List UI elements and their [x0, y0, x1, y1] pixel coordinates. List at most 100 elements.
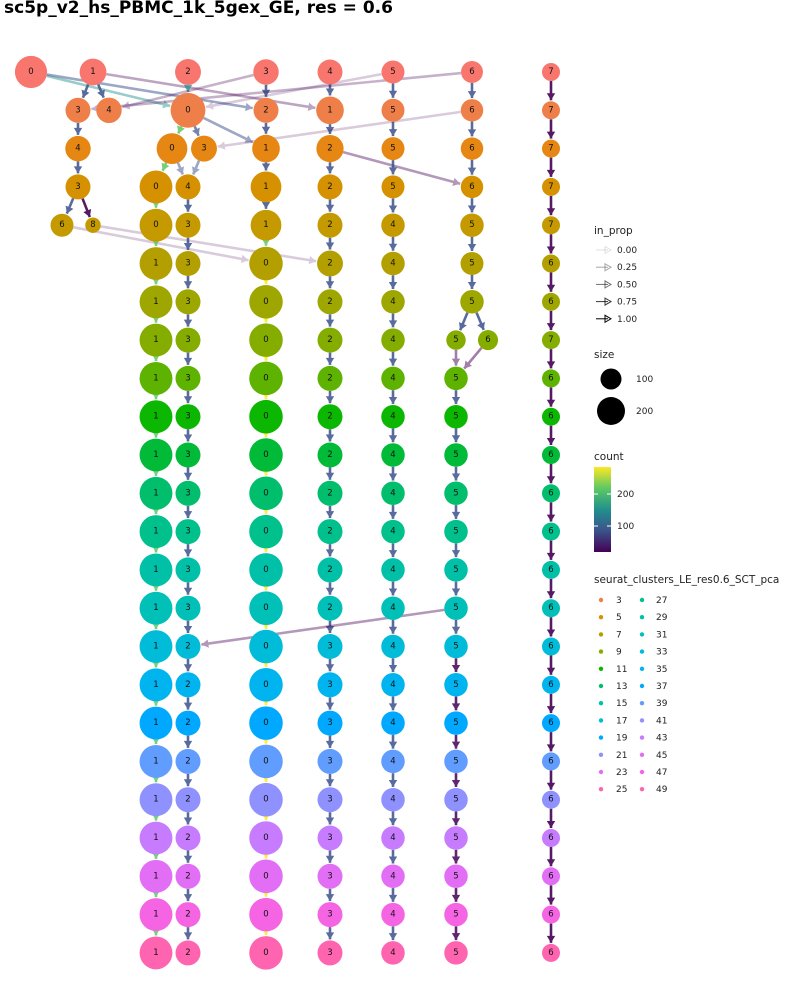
cluster-node-circle	[139, 515, 173, 549]
edge	[388, 811, 398, 826]
edge	[451, 581, 461, 596]
cluster-node-circle	[381, 902, 405, 927]
cluster-node: 3	[175, 365, 201, 391]
cluster-node-circle	[381, 175, 405, 199]
chart-title: sc5p_v2_hs_PBMC_1k_5gex_GE, res = 0.6	[4, 0, 393, 18]
cluster-node-circle	[446, 330, 466, 350]
cluster-node-label: 4	[390, 948, 395, 958]
edge	[261, 162, 271, 171]
cluster-node-circle	[175, 748, 201, 774]
cluster-node: 6	[541, 292, 561, 311]
cluster-node-label: 7	[548, 105, 553, 115]
cluster-node-label: 6	[548, 642, 553, 652]
cluster-node-circle	[175, 289, 201, 315]
legend-in-prop-item: 0.25	[596, 262, 637, 273]
edge	[183, 773, 193, 787]
cluster-node-circle	[175, 365, 201, 391]
cluster-node: 5	[460, 252, 484, 275]
cluster-node-circle	[249, 361, 283, 396]
legend-cluster-item: 25	[598, 785, 627, 795]
cluster-node-label: 5	[453, 756, 458, 766]
cluster-node-circle	[444, 864, 468, 889]
legend-in-prop-item: 0.50	[596, 280, 637, 290]
cluster-node: 3	[175, 289, 201, 315]
cluster-node-label: 6	[548, 871, 553, 881]
cluster-node-circle	[541, 599, 561, 618]
cluster-node-label: 2	[327, 335, 332, 345]
edge	[46, 73, 253, 112]
edge	[325, 390, 335, 404]
cluster-node: 2	[317, 174, 343, 200]
cluster-node-label: 3	[327, 642, 332, 652]
edge	[388, 236, 398, 251]
cluster-node: 3	[65, 174, 91, 200]
legend-cluster-item: 35	[639, 665, 667, 675]
cluster-node-label: 6	[59, 220, 64, 230]
legend-cluster-item: 29	[639, 613, 668, 623]
cluster-node-label: 0	[263, 603, 268, 613]
cluster-node-label: 6	[548, 412, 553, 422]
cluster-node-label: 0	[263, 297, 268, 307]
cluster-node-circle	[541, 752, 561, 771]
cluster-node: 2	[317, 365, 343, 391]
cluster-node-label: 0	[153, 182, 158, 192]
cluster-node-circle	[317, 327, 343, 353]
cluster-node: 7	[541, 331, 561, 350]
cluster-node-label: 4	[390, 795, 395, 805]
cluster-node-circle	[317, 940, 343, 966]
cluster-node-label: 4	[390, 603, 395, 613]
cluster-node-label: 5	[390, 105, 395, 115]
cluster-node-circle	[460, 175, 484, 199]
cluster-node: 4	[381, 251, 405, 276]
cluster-node: 1	[139, 323, 173, 357]
cluster-node-label: 6	[548, 680, 553, 690]
cluster-node: 6	[541, 828, 561, 848]
cluster-node-label: 1	[153, 795, 158, 805]
cluster-node-circle	[381, 673, 405, 697]
cluster-node-circle	[317, 480, 343, 506]
cluster-node-circle	[139, 668, 173, 702]
cluster-node: 2	[317, 250, 343, 277]
cluster-node-circle	[541, 254, 561, 273]
cluster-node: 0	[249, 897, 283, 932]
cluster-node: 1	[139, 630, 173, 663]
edge	[192, 125, 200, 137]
legend-cluster-label: 11	[616, 665, 627, 675]
cluster-node-label: 1	[153, 756, 158, 766]
cluster-node-circle	[460, 252, 484, 275]
cluster-node: 5	[381, 60, 405, 84]
cluster-node-circle	[249, 553, 283, 587]
cluster-node-circle	[249, 476, 283, 511]
cluster-node-label: 2	[327, 527, 332, 537]
cluster-node-label: 7	[548, 335, 553, 345]
cluster-node-label: 2	[185, 718, 190, 728]
cluster-node: 1	[139, 744, 173, 778]
legend-cluster-label: 39	[656, 699, 668, 709]
cluster-node: 5	[444, 404, 468, 429]
edge	[546, 81, 556, 101]
edge	[73, 226, 249, 264]
edge	[100, 225, 317, 265]
cluster-node-circle	[139, 476, 173, 510]
cluster-node-circle	[541, 790, 561, 809]
cluster-node-label: 2	[185, 680, 190, 690]
cluster-node-circle	[175, 174, 201, 200]
cluster-node: 5	[381, 175, 405, 199]
cluster-node-circle	[175, 59, 201, 85]
cluster-node-circle	[541, 943, 561, 962]
cluster-node-label: 1	[153, 297, 158, 307]
legend-cluster-label: 3	[616, 596, 622, 606]
edge	[467, 159, 477, 175]
cluster-node-circle	[139, 553, 173, 587]
edge	[183, 697, 193, 710]
cluster-node-label: 4	[390, 297, 395, 307]
edge	[183, 237, 193, 250]
cluster-node: 4	[317, 59, 343, 85]
cluster-node: 5	[444, 596, 468, 620]
edge	[325, 927, 335, 940]
edge	[388, 773, 398, 787]
cluster-node-circle	[317, 748, 343, 774]
cluster-node: 1	[139, 247, 173, 280]
edge	[467, 236, 477, 252]
cluster-node: 2	[317, 289, 343, 315]
